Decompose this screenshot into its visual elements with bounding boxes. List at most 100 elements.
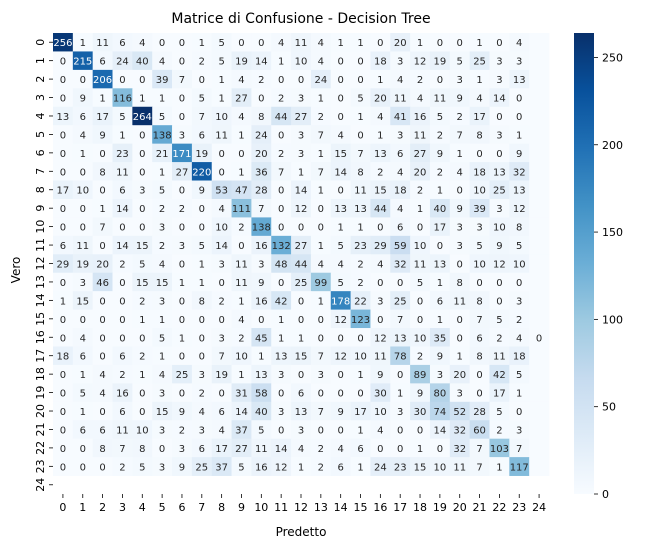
heatmap-cell	[429, 33, 451, 52]
cell-value-label: 0	[536, 333, 542, 344]
cell-value-label: 0	[437, 241, 443, 252]
cell-value-label: 0	[278, 425, 284, 436]
cell-value-label: 0	[476, 389, 482, 400]
heatmap-cell	[152, 69, 173, 89]
y-tick-label: 10	[34, 220, 47, 234]
heatmap-cell	[310, 328, 332, 347]
x-tick-label: 17	[393, 501, 407, 514]
cell-value-label: 13	[275, 352, 288, 363]
cell-value-label: 23	[116, 149, 129, 160]
heatmap-cell	[172, 235, 193, 255]
cell-value-label: 6	[476, 333, 482, 344]
cell-value-label: 132	[272, 241, 291, 252]
cell-value-label: 5	[119, 112, 125, 123]
heatmap-cell	[211, 272, 232, 292]
heatmap-cell	[350, 254, 371, 274]
cell-value-label: 103	[490, 444, 509, 455]
cell-value-label: 7	[278, 167, 284, 178]
heatmap-cell	[152, 291, 173, 310]
cell-value-label: 42	[493, 370, 506, 381]
heatmap-cell	[509, 346, 530, 366]
cell-value-label: 5	[437, 112, 443, 123]
heatmap-cell	[191, 346, 213, 366]
cell-value-label: 0	[377, 38, 383, 49]
heatmap-cell	[469, 346, 490, 366]
cell-value-label: 3	[80, 278, 86, 289]
cell-value-label: 8	[476, 296, 482, 307]
cell-value-label: 14	[334, 167, 347, 178]
heatmap-cell	[172, 180, 193, 200]
cell-value-label: 17	[96, 112, 109, 123]
heatmap-cell	[172, 217, 193, 237]
heatmap-cell	[271, 328, 292, 347]
heatmap-cell	[410, 235, 431, 255]
cell-value-label: 60	[473, 425, 486, 436]
cell-value-label: 0	[318, 315, 324, 326]
heatmap-cell	[509, 291, 530, 310]
heatmap-cell	[251, 401, 272, 421]
heatmap-cell	[271, 51, 292, 71]
cell-value-label: 0	[318, 223, 324, 234]
cell-value-label: 5	[337, 241, 343, 252]
heatmap-cell	[429, 438, 451, 458]
cell-value-label: 3	[159, 462, 165, 473]
heatmap-cell	[330, 254, 351, 274]
heatmap-cell	[469, 309, 490, 329]
heatmap-cell	[509, 364, 530, 384]
cell-value-label: 0	[218, 149, 224, 160]
cell-value-label: 5	[199, 94, 205, 105]
cell-value-label: 0	[298, 223, 304, 234]
heatmap-cell	[330, 438, 351, 458]
cell-value-label: 3	[159, 223, 165, 234]
cell-value-label: 4	[218, 425, 224, 436]
cell-value-label: 0	[139, 389, 145, 400]
cell-value-label: 10	[136, 425, 149, 436]
heatmap-cell	[53, 383, 74, 403]
cell-value-label: 0	[258, 94, 264, 105]
heatmap-cell	[410, 272, 431, 292]
cell-value-label: 0	[80, 223, 86, 234]
cell-value-label: 11	[116, 425, 129, 436]
heatmap-cell	[390, 420, 411, 440]
cell-value-label: 0	[457, 333, 463, 344]
cell-value-label: 3	[218, 333, 224, 344]
cell-value-label: 0	[516, 94, 522, 105]
cell-value-label: 0	[496, 296, 502, 307]
cell-value-label: 0	[278, 130, 284, 141]
heatmap-cell	[469, 106, 490, 126]
cell-value-label: 0	[397, 444, 403, 455]
heatmap-cell	[390, 328, 411, 347]
heatmap-cell	[370, 272, 391, 292]
heatmap-cell	[310, 69, 332, 89]
heatmap-cell	[350, 88, 371, 108]
heatmap-cell	[350, 420, 371, 440]
heatmap-cell	[231, 272, 252, 292]
cell-value-label: 220	[192, 167, 211, 178]
cell-value-label: 0	[318, 389, 324, 400]
cell-value-label: 14	[116, 241, 129, 252]
heatmap-cell	[489, 33, 510, 52]
heatmap-cell	[410, 198, 431, 218]
heatmap-cell	[112, 254, 133, 274]
cell-value-label: 1	[318, 296, 324, 307]
heatmap-cell	[191, 420, 213, 440]
cell-value-label: 5	[337, 278, 343, 289]
heatmap-cell	[469, 217, 490, 237]
cell-value-label: 2	[119, 462, 125, 473]
cell-value-label: 0	[278, 75, 284, 86]
cell-value-label: 1	[80, 407, 86, 418]
cell-value-label: 3	[159, 425, 165, 436]
heatmap-cell	[112, 401, 133, 421]
cell-value-label: 9	[337, 407, 343, 418]
heatmap-cell	[172, 364, 193, 384]
cell-value-label: 0	[199, 315, 205, 326]
cell-value-label: 25	[295, 278, 308, 289]
cell-value-label: 19	[76, 260, 89, 271]
cell-value-label: 1	[278, 57, 284, 68]
cell-value-label: 24	[255, 130, 268, 141]
heatmap-cell	[72, 272, 94, 292]
cell-value-label: 1	[60, 296, 66, 307]
cell-value-label: 9	[99, 130, 105, 141]
heatmap-cell	[529, 328, 550, 347]
heatmap-cell	[72, 383, 94, 403]
